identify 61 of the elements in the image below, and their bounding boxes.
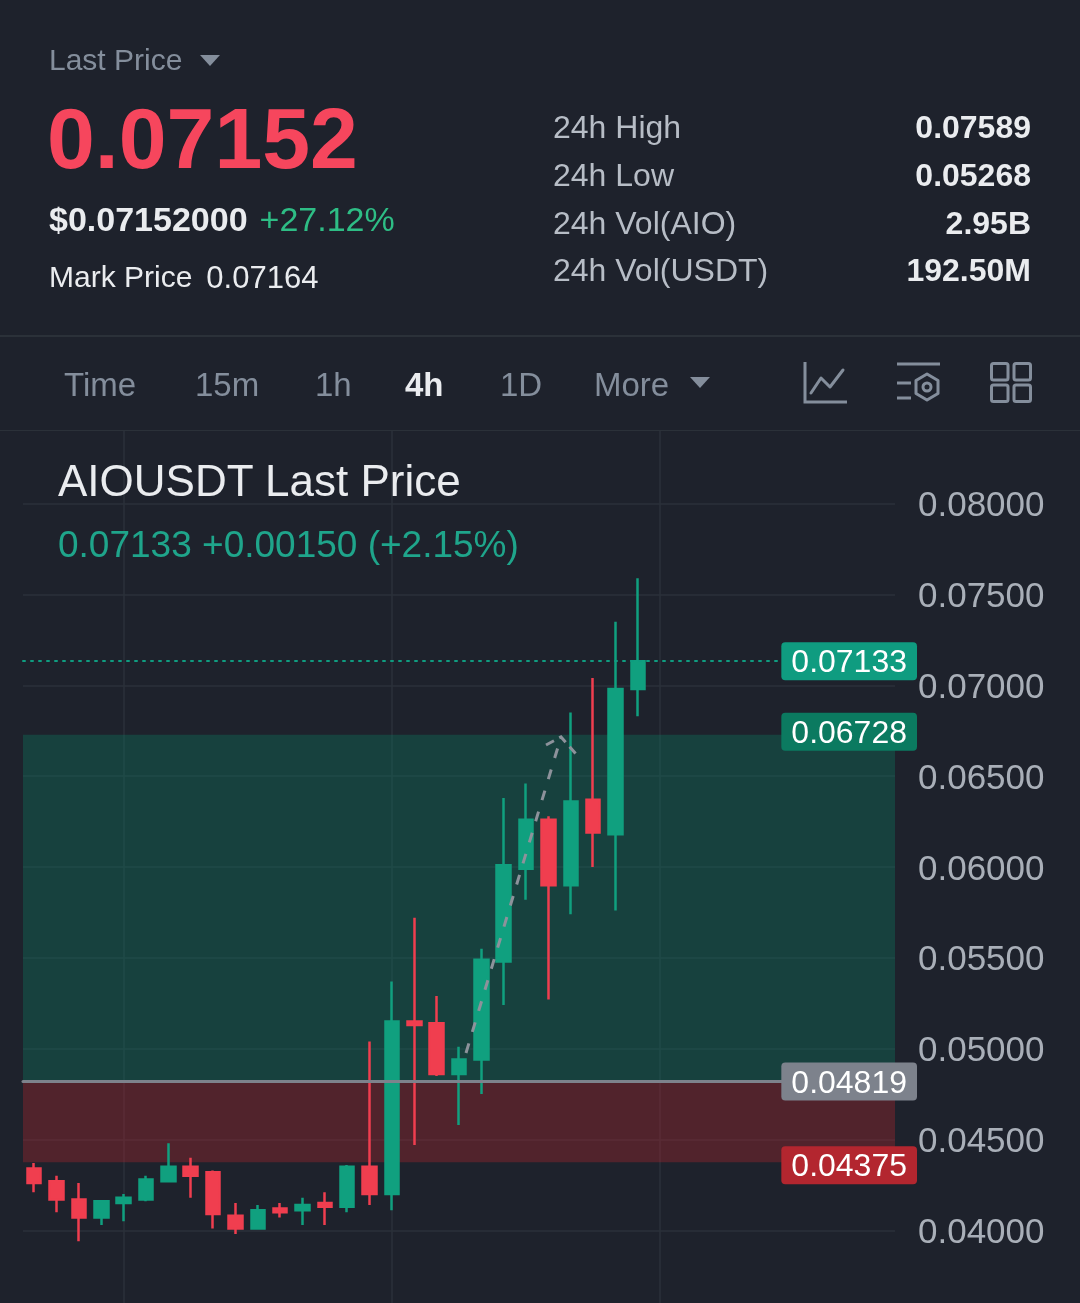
- candlestick: [71, 1181, 87, 1243]
- ref-line-label: 0.07133: [791, 643, 907, 680]
- y-tick-label: 0.04000: [918, 1210, 1045, 1250]
- candlestick: [182, 1156, 199, 1199]
- text: 2.95B: [945, 203, 1031, 242]
- text: $0.07152000: [49, 198, 248, 240]
- candlestick: [428, 994, 445, 1078]
- candlestick: [406, 916, 423, 1147]
- text: 1h: [315, 364, 352, 405]
- candlestick: [138, 1174, 154, 1203]
- y-tick-label: 0.06000: [918, 847, 1045, 887]
- y-tick-label: 0.05000: [918, 1029, 1045, 1069]
- text: +27.12%: [259, 198, 395, 240]
- text: 4h: [405, 364, 444, 405]
- text: 0.07589: [915, 108, 1031, 147]
- candlestick: [339, 1163, 355, 1214]
- text: More: [594, 364, 670, 405]
- candlestick: [227, 1201, 244, 1236]
- y-tick-label: 0.04500: [918, 1120, 1045, 1159]
- text: 0.05268: [915, 155, 1031, 195]
- candlestick: [518, 782, 534, 901]
- text: 15m: [195, 364, 260, 405]
- y-tick-label: 0.08000: [918, 484, 1045, 524]
- text: 24h Vol(AIO): [553, 203, 737, 242]
- candlestick: [361, 1040, 378, 1207]
- text: Mark Price: [49, 259, 193, 296]
- text: 0.07164: [206, 259, 319, 297]
- text: 24h Low: [553, 155, 674, 195]
- candlestick: [115, 1192, 132, 1223]
- text: AIOUSDT Last Price: [58, 455, 461, 505]
- band-label: 0.04375: [791, 1147, 907, 1184]
- band-label: 0.06728: [791, 713, 907, 750]
- candlestick: [48, 1174, 65, 1214]
- candlestick: [93, 1200, 110, 1227]
- candlestick: [205, 1169, 221, 1230]
- text: Last Price: [49, 42, 183, 79]
- text: 192.50M: [906, 251, 1031, 290]
- candlestick: [540, 814, 557, 1001]
- y-tick-label: 0.06500: [918, 756, 1045, 796]
- candlestick: [585, 676, 601, 869]
- text: 1D: [500, 364, 543, 405]
- candlestick: [294, 1196, 311, 1227]
- candlestick: [473, 947, 490, 1096]
- candlestick: [250, 1203, 266, 1230]
- text: 0.07152: [47, 89, 358, 189]
- candlestick: [272, 1201, 288, 1219]
- text: 24h High: [553, 108, 682, 147]
- ref-line-label: 0.04819: [791, 1063, 907, 1100]
- candlestick: [160, 1141, 177, 1183]
- y-tick-label: 0.07000: [918, 665, 1045, 705]
- candlestick: [495, 796, 512, 1007]
- candlestick: [26, 1161, 42, 1194]
- text: 24h Vol(USDT): [553, 251, 769, 290]
- text: Time: [64, 364, 137, 405]
- y-tick-label: 0.05500: [918, 938, 1045, 978]
- text: 0.07133 +0.00150 (+2.15%): [58, 524, 519, 565]
- candlestick: [451, 1045, 467, 1127]
- candlestick: [384, 980, 400, 1212]
- candlestick: [317, 1190, 333, 1227]
- y-tick-label: 0.07500: [918, 575, 1045, 614]
- candlestick: [563, 711, 579, 916]
